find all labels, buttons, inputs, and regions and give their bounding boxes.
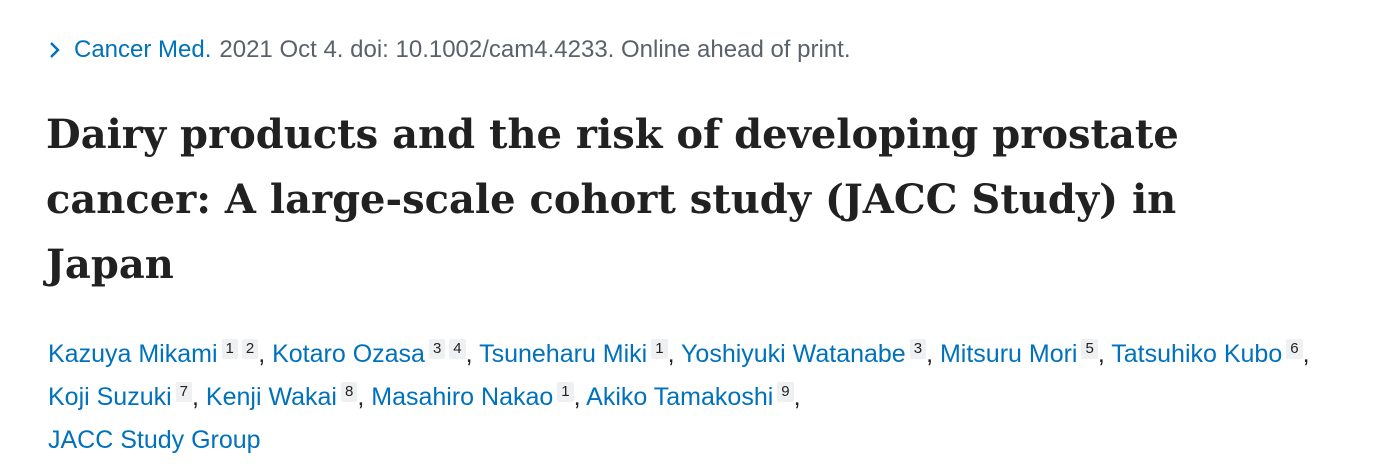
author: Mitsuru Mori 5, xyxy=(939,339,1105,368)
separator: , xyxy=(192,383,199,411)
article-title: Dairy products and the risk of developin… xyxy=(46,111,1179,288)
author-list: Kazuya Mikami 1 2, Kotaro Ozasa 3 4, Tsuneha… xyxy=(48,333,1338,462)
author: Tatsuhiko Kubo 6, xyxy=(1111,339,1310,368)
affiliation-number[interactable]: 3 xyxy=(909,339,927,359)
journal-name: Cancer Med. xyxy=(74,36,212,63)
affiliation-number[interactable]: 3 xyxy=(428,339,446,359)
author: Masahiro Nakao 1, xyxy=(371,382,581,411)
separator: , xyxy=(1302,340,1310,368)
author-link[interactable]: Koji Suzuki xyxy=(48,383,172,411)
affiliation-number[interactable]: 9 xyxy=(777,382,794,402)
author: Akiko Tamakoshi 9, xyxy=(586,382,801,411)
citation-details: 2021 Oct 4. doi: 10.1002/cam4.4233. Onli… xyxy=(219,36,851,63)
author: Kenji Wakai 8, xyxy=(205,382,365,411)
author: Tsuneharu Miki 1, xyxy=(479,339,675,368)
author-link[interactable]: JACC Study Group xyxy=(48,426,261,454)
affiliation-number[interactable]: 8 xyxy=(341,382,358,402)
affiliation-number[interactable]: 5 xyxy=(1081,339,1098,359)
author-link[interactable]: Kotaro Ozasa xyxy=(272,340,425,368)
separator: , xyxy=(357,383,365,411)
author-link[interactable]: Tsuneharu Miki xyxy=(479,340,648,368)
affiliation-number[interactable]: 1 xyxy=(221,339,238,359)
affiliation-number[interactable]: 4 xyxy=(449,339,466,359)
affiliation-number[interactable]: 1 xyxy=(557,382,574,402)
author-link[interactable]: Kazuya Mikami xyxy=(48,340,218,368)
author-link[interactable]: Tatsuhiko Kubo xyxy=(1111,340,1283,368)
author-link[interactable]: Akiko Tamakoshi xyxy=(586,383,774,411)
affiliation-number[interactable]: 7 xyxy=(175,382,193,402)
author-link[interactable]: Mitsuru Mori xyxy=(939,340,1078,368)
author: Kotaro Ozasa 3 4, xyxy=(272,339,473,368)
separator: , xyxy=(465,340,473,368)
chevron-icon xyxy=(50,42,60,58)
citation: Cancer Med. 2021 Oct 4. doi: 10.1002/cam… xyxy=(48,36,851,64)
author: JACC Study Group xyxy=(48,426,261,454)
separator: , xyxy=(573,383,581,411)
author: Kazuya Mikami 1 2, xyxy=(48,339,266,368)
author-link[interactable]: Yoshiyuki Watanabe xyxy=(681,340,906,368)
affiliation-number[interactable]: 1 xyxy=(651,339,668,359)
author-link[interactable]: Kenji Wakai xyxy=(205,383,337,411)
journal-link[interactable]: Cancer Med. xyxy=(48,36,211,64)
affiliation-number[interactable]: 2 xyxy=(241,339,259,359)
separator: , xyxy=(793,383,801,411)
author: Koji Suzuki 7, xyxy=(48,382,199,411)
separator: , xyxy=(667,340,675,368)
separator: , xyxy=(258,340,266,368)
separator: , xyxy=(1097,340,1105,368)
author-link[interactable]: Masahiro Nakao xyxy=(371,383,554,411)
separator: , xyxy=(926,340,934,368)
author: Yoshiyuki Watanabe 3, xyxy=(681,339,934,368)
affiliation-number[interactable]: 6 xyxy=(1286,339,1303,359)
